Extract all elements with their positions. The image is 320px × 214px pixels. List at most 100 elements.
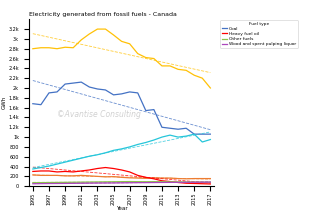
Legend: Coal, Heavy fuel oil, Other fuels, Wood and spent pulping liquor: Coal, Heavy fuel oil, Other fuels, Wood … <box>220 20 298 48</box>
Wood and spent pulping liquor <box>160 181 164 184</box>
Coal <box>200 133 204 135</box>
Coal <box>31 103 35 105</box>
Text: ©Avantise Consulting: ©Avantise Consulting <box>57 110 141 119</box>
Other fuels <box>200 181 204 184</box>
Heavy fuel oil <box>144 176 148 179</box>
Heavy fuel oil <box>47 170 51 172</box>
Total all fuels <box>152 57 156 60</box>
Natural gas <box>71 159 75 161</box>
Total all fuels <box>71 46 75 49</box>
Total all fuels <box>95 28 99 30</box>
Other fuels <box>104 181 108 183</box>
Other fuels <box>208 181 212 184</box>
Diesel and light fuel oil <box>55 174 59 177</box>
Diesel and light fuel oil <box>47 174 51 177</box>
Total all fuels <box>144 56 148 59</box>
Wood and spent pulping liquor <box>71 182 75 185</box>
Total all fuels <box>128 43 132 45</box>
Other fuels <box>79 181 83 183</box>
Natural gas <box>152 139 156 141</box>
Natural gas <box>31 168 35 170</box>
Diesel and light fuel oil <box>104 175 108 178</box>
Coal <box>160 126 164 129</box>
Wood and spent pulping liquor <box>47 182 51 185</box>
Coal <box>192 133 196 135</box>
Natural gas <box>176 136 180 138</box>
Total all fuels <box>208 87 212 89</box>
Total all fuels <box>184 69 188 72</box>
Other fuels <box>39 181 43 184</box>
Natural gas <box>120 148 124 150</box>
Diesel and light fuel oil <box>87 175 91 177</box>
Total all fuels <box>31 48 35 50</box>
Natural gas <box>112 149 116 152</box>
Natural gas <box>87 155 91 158</box>
Heavy fuel oil <box>200 183 204 185</box>
Heavy fuel oil <box>95 167 99 170</box>
Wood and spent pulping liquor <box>95 182 99 184</box>
Diesel and light fuel oil <box>39 174 43 177</box>
Total all fuels <box>87 33 91 35</box>
Total all fuels <box>192 74 196 77</box>
Other fuels <box>176 181 180 183</box>
Heavy fuel oil <box>39 170 43 172</box>
Diesel and light fuel oil <box>79 174 83 177</box>
Total all fuels <box>136 52 140 55</box>
Diesel and light fuel oil <box>168 177 172 179</box>
Coal <box>144 109 148 112</box>
Total all fuels <box>55 48 59 50</box>
Coal <box>136 92 140 94</box>
Wood and spent pulping liquor <box>168 181 172 184</box>
Heavy fuel oil <box>104 166 108 169</box>
Diesel and light fuel oil <box>192 177 196 180</box>
Natural gas <box>79 157 83 159</box>
Total all fuels <box>47 46 51 49</box>
Coal <box>87 86 91 88</box>
Wood and spent pulping liquor <box>112 182 116 184</box>
Other fuels <box>71 181 75 184</box>
Line: Total all fuels: Total all fuels <box>33 29 210 88</box>
Natural gas <box>136 143 140 146</box>
Heavy fuel oil <box>87 169 91 171</box>
Total all fuels <box>120 40 124 43</box>
Diesel and light fuel oil <box>120 176 124 179</box>
Total all fuels <box>168 65 172 67</box>
Natural gas <box>168 134 172 136</box>
Total all fuels <box>39 46 43 49</box>
Other fuels <box>184 181 188 183</box>
Heavy fuel oil <box>63 170 67 173</box>
Other fuels <box>144 180 148 183</box>
Coal <box>128 91 132 93</box>
Wood and spent pulping liquor <box>128 181 132 184</box>
Coal <box>112 94 116 96</box>
Line: Wood and spent pulping liquor: Wood and spent pulping liquor <box>33 182 210 184</box>
Coal <box>168 127 172 129</box>
Other fuels <box>63 181 67 184</box>
Natural gas <box>63 161 67 163</box>
Diesel and light fuel oil <box>152 177 156 179</box>
Wood and spent pulping liquor <box>184 181 188 184</box>
Heavy fuel oil <box>176 181 180 184</box>
Wood and spent pulping liquor <box>63 182 67 185</box>
Diesel and light fuel oil <box>112 175 116 178</box>
Wood and spent pulping liquor <box>136 181 140 184</box>
Heavy fuel oil <box>192 182 196 185</box>
Other fuels <box>95 181 99 183</box>
Total all fuels <box>200 77 204 79</box>
Heavy fuel oil <box>71 171 75 173</box>
Coal <box>95 88 99 90</box>
Diesel and light fuel oil <box>136 177 140 179</box>
Heavy fuel oil <box>120 169 124 171</box>
Other fuels <box>136 180 140 183</box>
Diesel and light fuel oil <box>31 174 35 176</box>
Coal <box>47 92 51 94</box>
Total all fuels <box>63 46 67 49</box>
Wood and spent pulping liquor <box>87 182 91 184</box>
Natural gas <box>55 163 59 165</box>
Line: Natural gas: Natural gas <box>33 134 210 169</box>
Total all fuels <box>176 68 180 71</box>
Heavy fuel oil <box>79 170 83 172</box>
Coal <box>63 83 67 85</box>
Diesel and light fuel oil <box>95 175 99 178</box>
Wood and spent pulping liquor <box>176 181 180 184</box>
